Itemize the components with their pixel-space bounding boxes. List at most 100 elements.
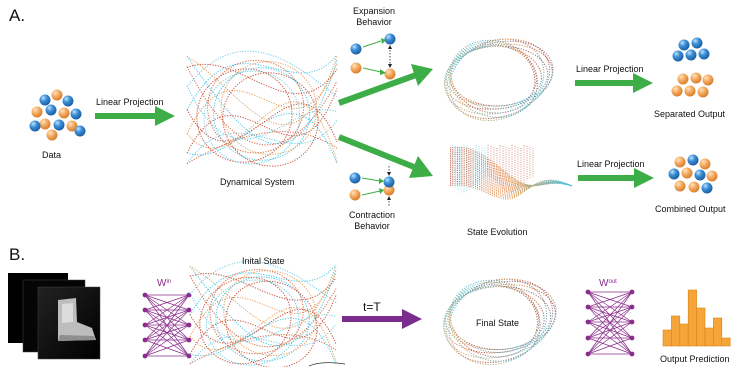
panel-a-label: A.: [9, 6, 26, 25]
final-state-loop: [443, 278, 557, 365]
network-node: [142, 307, 148, 313]
network-edge: [587, 291, 633, 308]
contraction-diagram: [349, 166, 395, 206]
data-point-orange: [66, 120, 78, 132]
data-point-orange: [51, 89, 63, 101]
w-out-network: [585, 289, 635, 357]
state-loop-strand: [447, 286, 545, 351]
state-loop-strand: [448, 45, 542, 107]
w-out-base: W: [599, 278, 609, 289]
network-edge: [144, 294, 190, 341]
purple-arrow: [342, 309, 422, 329]
tangle-strand: [215, 276, 310, 362]
expansion-blue-right: [384, 33, 396, 45]
network-edge: [144, 294, 190, 326]
data-point-orange: [46, 129, 58, 141]
w-out-sup: out: [608, 279, 617, 285]
network-node: [142, 353, 148, 359]
network-node: [629, 335, 635, 341]
network-edge: [144, 324, 190, 357]
state-loop-strand: [449, 38, 545, 122]
histogram-bar: [687, 289, 697, 347]
state-loop-strand: [449, 39, 538, 118]
tangle-strand: [189, 261, 337, 304]
w-out-label: Wout: [599, 278, 617, 289]
data-point-blue: [45, 104, 57, 116]
tangle-strand: [189, 265, 337, 329]
histogram-bar: [679, 323, 689, 347]
contraction-behavior-label: Contraction Behavior: [348, 210, 396, 231]
tangle-strand: [186, 55, 338, 126]
histogram-bar: [713, 317, 723, 347]
network-edge: [587, 337, 633, 355]
state-evolution-label: State Evolution: [467, 227, 528, 237]
state-loop-strand: [445, 278, 554, 363]
combined-output-cluster: [668, 154, 718, 194]
evolution-strand: [449, 153, 573, 187]
evolution-strand: [449, 150, 573, 187]
state-loop-strand: [450, 43, 537, 110]
output-histogram: [662, 289, 731, 347]
network-node: [585, 319, 591, 325]
tangle-strand: [225, 280, 318, 369]
network-node: [629, 351, 635, 357]
panel-b-label: B.: [9, 245, 26, 264]
tangle-strand: [213, 67, 311, 161]
network-node: [585, 289, 591, 295]
tangle-strand: [189, 273, 337, 301]
histogram-bar: [721, 337, 731, 347]
tangle-strand: [189, 265, 337, 346]
histogram-bar: [704, 327, 714, 347]
network-edge: [587, 291, 633, 355]
initial-state-label: Inital State: [242, 256, 285, 266]
state-loop-strand: [443, 283, 556, 354]
network-edge: [144, 294, 190, 357]
tangle-strand: [199, 276, 292, 365]
network-edge: [587, 306, 633, 355]
green-arrow-separated: [575, 73, 653, 93]
w-in-base: W: [157, 278, 167, 289]
state-loop-strand: [448, 278, 548, 365]
network-node: [186, 337, 192, 343]
state-loop-strand: [443, 280, 557, 359]
linear-projection-label-2: Linear Projection: [576, 64, 644, 74]
network-node: [585, 335, 591, 341]
output-prediction-label: Output Prediction: [660, 354, 730, 364]
network-edge: [144, 339, 190, 357]
tangle-strand: [203, 70, 301, 165]
network-node: [186, 307, 192, 313]
tangle-strand: [186, 63, 338, 135]
small-curve-arrow: [308, 362, 346, 367]
tangle-strand: [186, 103, 338, 143]
network-edge: [144, 309, 190, 357]
initial-state-tangle: [189, 261, 337, 369]
evolution-strand: [449, 170, 573, 191]
data-point-blue: [70, 108, 82, 120]
data-point-orange: [31, 106, 43, 118]
evolution-strand: [449, 171, 573, 192]
green-arrow-down: [337, 134, 433, 178]
linear-projection-label-1: Linear Projection: [96, 97, 164, 107]
state-loop-strand: [444, 43, 553, 110]
evolution-strand: [449, 162, 573, 188]
tangle-strand: [196, 68, 293, 163]
evolution-strand: [449, 166, 573, 190]
data-cluster: [29, 89, 86, 141]
w-in-sup: in: [166, 279, 172, 285]
tangle-strand: [189, 307, 337, 362]
network-edge: [587, 321, 633, 355]
network-edge: [587, 291, 633, 323]
tangle-strand: [186, 54, 338, 111]
network-node: [629, 289, 635, 295]
tangle-strand: [186, 50, 338, 97]
network-node: [186, 322, 192, 328]
network-node: [585, 304, 591, 310]
data-point-blue: [62, 95, 74, 107]
tangle-strand: [189, 275, 337, 348]
tangle-strand: [189, 308, 337, 345]
dynamical-system-label: Dynamical System: [220, 177, 295, 187]
expansion-behavior-label: Expansion Behavior: [352, 6, 396, 27]
tangle-strand: [189, 334, 337, 365]
